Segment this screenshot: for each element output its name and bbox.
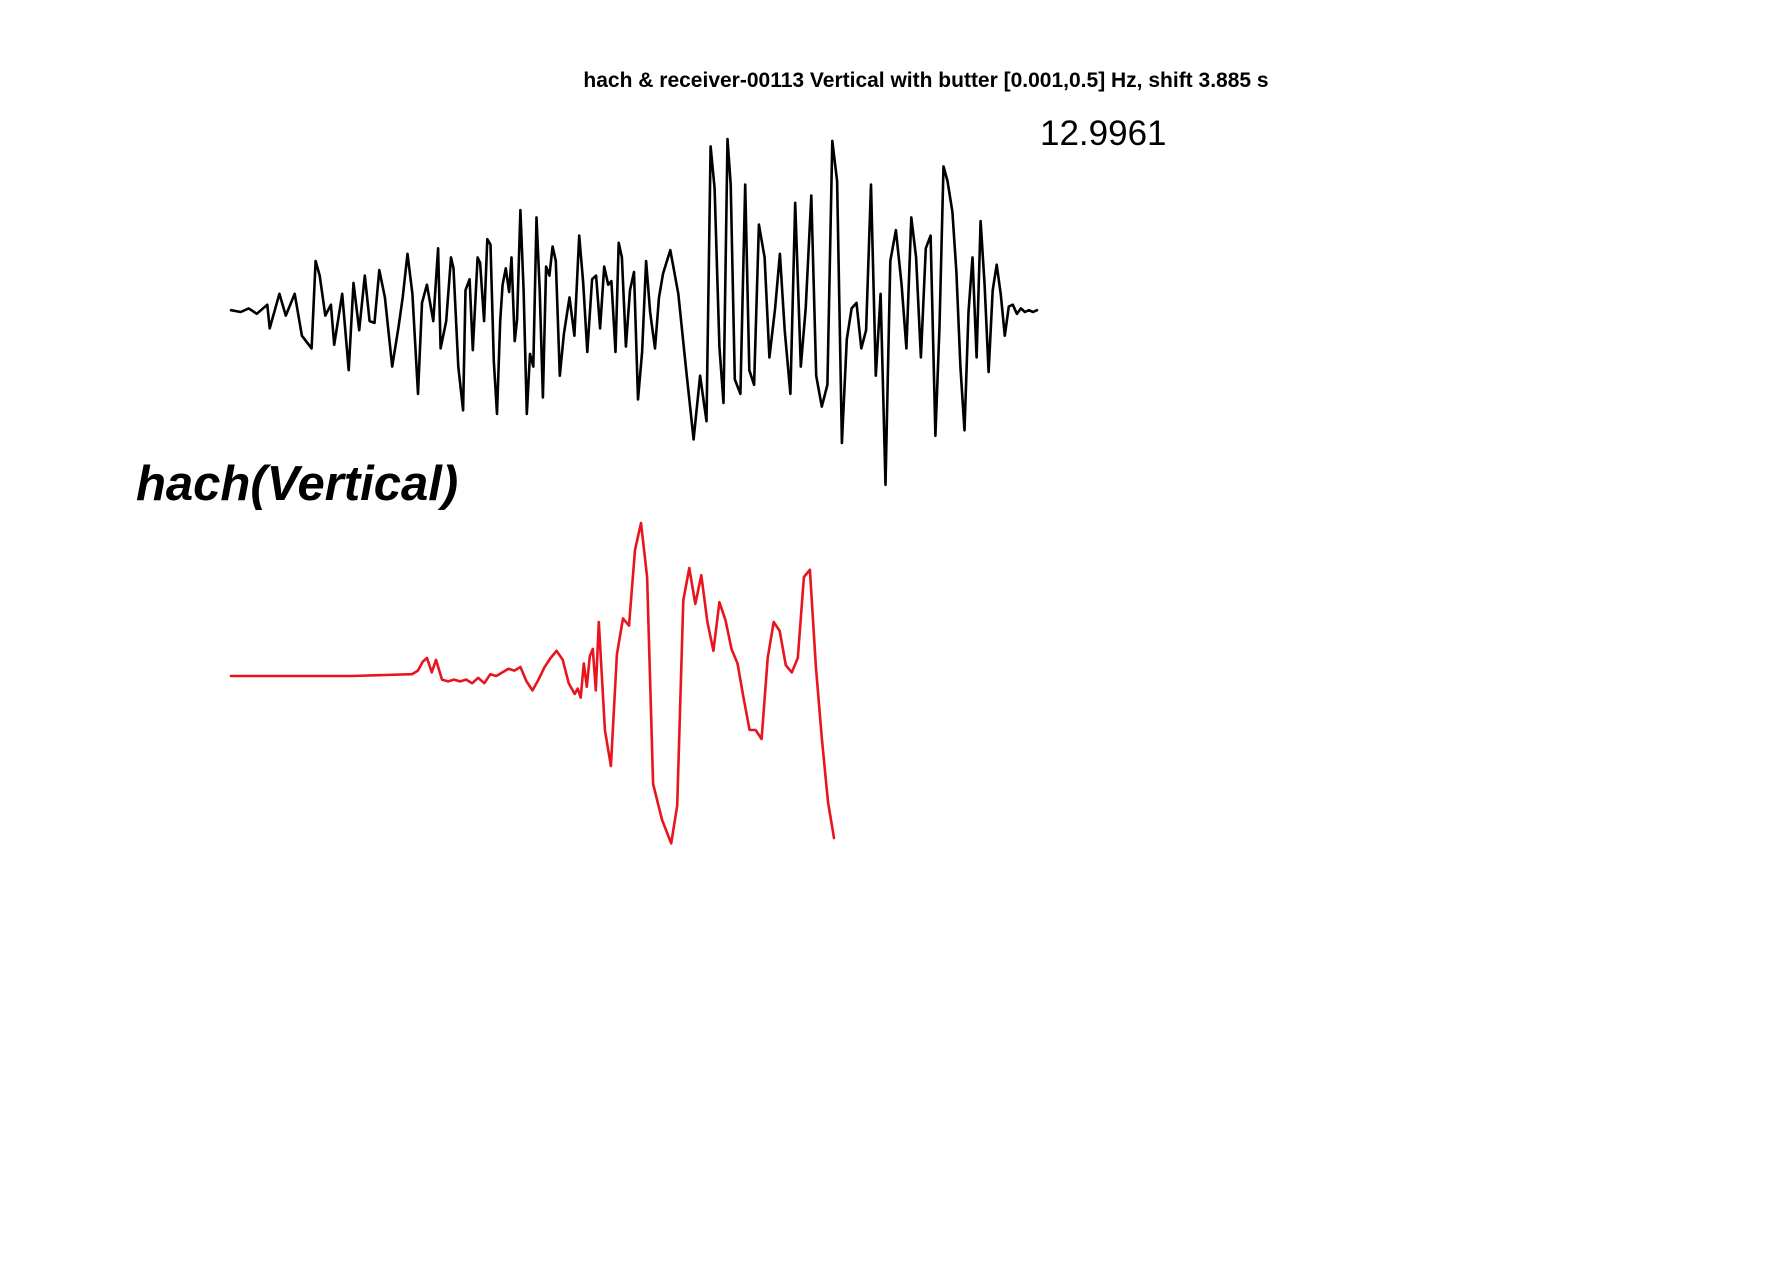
observed-trace-black — [229, 137, 1039, 487]
correlation-value: 12.9961 — [1040, 114, 1167, 153]
trace-label: hach(Vertical) — [136, 457, 458, 511]
chart-title: hach & receiver-00113 Vertical with butt… — [583, 69, 1268, 92]
synthetic-trace-red — [229, 521, 836, 845]
